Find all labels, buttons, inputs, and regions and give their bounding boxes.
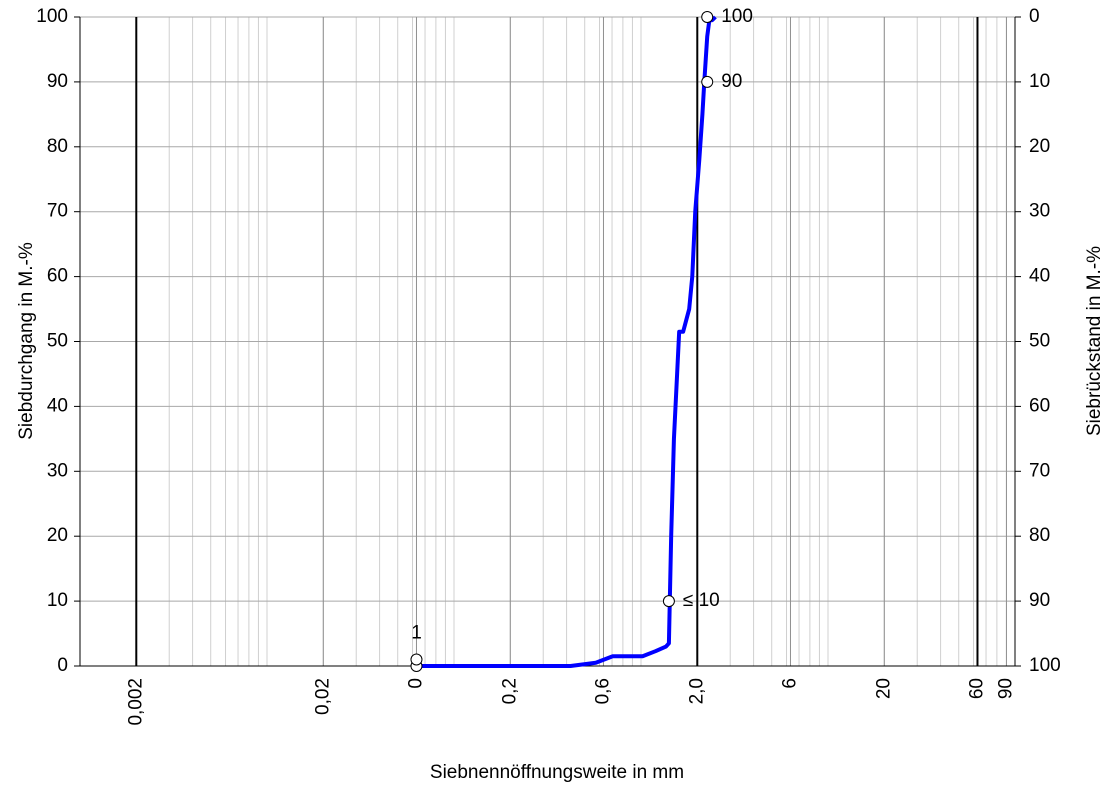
x-tick-label: 0,02 [312,678,333,715]
y2-tick-label: 20 [1029,136,1050,157]
y2-tick-label: 0 [1029,6,1040,27]
marker-label: 100 [721,6,753,27]
x-tick-label: 0,002 [125,678,146,726]
x-tick-label: 0,2 [499,678,520,704]
y-tick-label: 60 [47,266,68,287]
y2-tick-label: 10 [1029,71,1050,92]
marker-label: ≤ 10 [683,590,720,611]
y-tick-label: 10 [47,590,68,611]
x-tick-label: 60 [966,678,987,699]
marker [410,653,423,666]
y2-tick-label: 70 [1029,460,1050,481]
marker-label: 90 [721,71,742,92]
y-tick-label: 100 [36,6,68,27]
y2-tick-label: 60 [1029,395,1050,416]
y-tick-label: 80 [47,136,68,157]
y-tick-label: 20 [47,525,68,546]
x-tick-label: 20 [873,678,894,699]
x-tick-label: 90 [995,678,1016,699]
y-tick-label: 50 [47,331,68,352]
y2-tick-label: 50 [1029,331,1050,352]
y2-tick-label: 100 [1029,655,1061,676]
y2-tick-label: 80 [1029,525,1050,546]
y2-tick-label: 90 [1029,590,1050,611]
y-tick-label: 0 [57,655,68,676]
marker-label: 1 [411,623,422,644]
y-tick-label: 40 [47,395,68,416]
y2-tick-label: 40 [1029,266,1050,287]
y2-axis-title: Siebrückstand in M.-% [1084,246,1105,436]
x-tick-label: 0,6 [592,678,613,704]
marker [701,75,714,88]
x-tick-label: 6 [779,678,800,689]
marker [662,595,675,608]
x-tick-label: 0 [405,678,426,689]
y2-tick-label: 30 [1029,201,1050,222]
y-tick-label: 70 [47,201,68,222]
x-axis-title: Siebnennöffnungsweite in mm [430,762,684,783]
y-axis-title: Siebdurchgang in M.-% [16,242,37,440]
y-tick-label: 30 [47,460,68,481]
y-tick-label: 90 [47,71,68,92]
x-tick-label: 2,0 [686,678,707,704]
marker [701,11,714,23]
data-line [416,15,717,668]
